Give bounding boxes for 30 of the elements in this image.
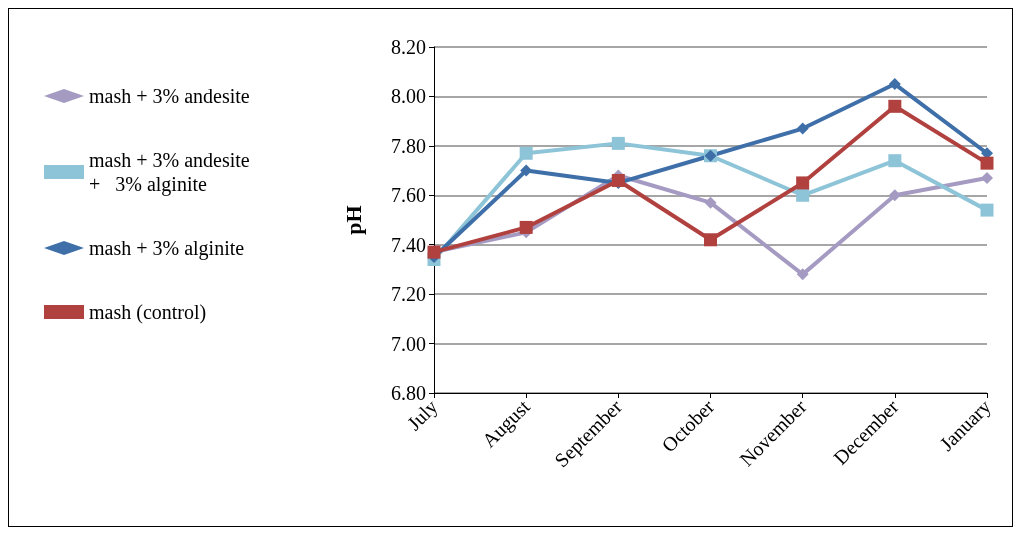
legend-label: mash + 3% andesite + 3% alginite <box>89 149 250 196</box>
y-tick-label: 7.40 <box>391 233 426 256</box>
point <box>888 154 902 168</box>
point <box>704 233 717 247</box>
point <box>796 188 810 202</box>
point <box>888 78 901 91</box>
point <box>611 136 625 150</box>
y-tick-label: 8.00 <box>391 85 426 108</box>
y-tick-label: 7.00 <box>391 332 426 355</box>
point <box>519 146 533 160</box>
point <box>981 171 993 184</box>
point <box>796 268 809 281</box>
point <box>980 203 994 217</box>
y-tick-label: 8.20 <box>391 36 426 58</box>
point <box>704 196 717 209</box>
y-tick-label: 7.80 <box>391 134 426 157</box>
point <box>888 189 901 202</box>
legend-label: mash (control) <box>89 301 207 324</box>
legend-label: mash + 3% alginite <box>89 237 245 260</box>
y-axis-title: pH <box>340 205 366 235</box>
point <box>796 122 809 135</box>
point <box>519 220 533 234</box>
point <box>520 164 533 177</box>
point <box>796 176 810 190</box>
y-tick-label: 7.20 <box>391 283 426 306</box>
legend-label: mash + 3% andesite <box>89 85 250 107</box>
y-tick-label: 7.60 <box>391 184 426 207</box>
point <box>888 99 902 113</box>
point <box>980 156 994 170</box>
y-tick-label: 6.80 <box>391 382 426 404</box>
